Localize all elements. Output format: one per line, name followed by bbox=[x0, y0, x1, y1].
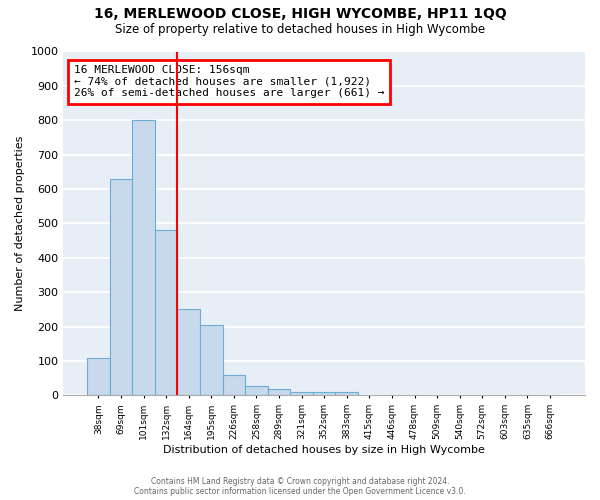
Y-axis label: Number of detached properties: Number of detached properties bbox=[15, 136, 25, 311]
Bar bbox=[313, 392, 335, 396]
Bar bbox=[178, 310, 200, 396]
Bar bbox=[223, 375, 245, 396]
Text: Size of property relative to detached houses in High Wycombe: Size of property relative to detached ho… bbox=[115, 22, 485, 36]
X-axis label: Distribution of detached houses by size in High Wycombe: Distribution of detached houses by size … bbox=[163, 445, 485, 455]
Bar bbox=[87, 358, 110, 396]
Bar bbox=[268, 389, 290, 396]
Bar bbox=[200, 325, 223, 396]
Text: 16, MERLEWOOD CLOSE, HIGH WYCOMBE, HP11 1QQ: 16, MERLEWOOD CLOSE, HIGH WYCOMBE, HP11 … bbox=[94, 8, 506, 22]
Bar bbox=[290, 392, 313, 396]
Text: 16 MERLEWOOD CLOSE: 156sqm
← 74% of detached houses are smaller (1,922)
26% of s: 16 MERLEWOOD CLOSE: 156sqm ← 74% of deta… bbox=[74, 66, 385, 98]
Bar bbox=[110, 179, 132, 396]
Bar bbox=[335, 392, 358, 396]
Bar bbox=[245, 386, 268, 396]
Bar bbox=[132, 120, 155, 396]
Bar bbox=[155, 230, 178, 396]
Text: Contains HM Land Registry data © Crown copyright and database right 2024.
Contai: Contains HM Land Registry data © Crown c… bbox=[134, 476, 466, 496]
